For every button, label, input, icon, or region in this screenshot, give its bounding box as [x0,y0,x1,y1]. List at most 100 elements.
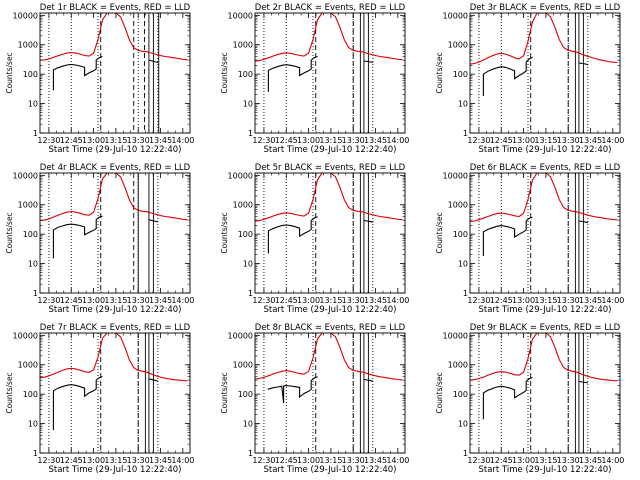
lld-series-line [255,173,403,222]
x-tick-label: 13:45 [579,296,602,305]
panel-title: Det 3r BLACK = Events, RED = LLD [470,3,621,13]
x-tick-label: 13:30 [342,296,365,305]
panel-title: Det 1r BLACK = Events, RED = LLD [40,3,191,13]
x-tick-label: 14:00 [171,296,194,305]
x-tick-label: 13:15 [534,296,557,305]
x-axis-label: Start Time (29-Jul-10 12:22:40) [479,465,612,475]
lld-series-line [470,13,618,65]
events-series-line [363,60,374,64]
x-tick-label: 13:00 [512,456,535,465]
panel-det-4: Det 4r BLACK = Events, RED = LLD 1 10 100 10… [5,163,194,315]
y-tick-label: 100 [23,230,38,239]
x-tick-label: 13:30 [557,136,580,145]
x-axis-label: Start Time (29-Jul-10 12:22:40) [49,305,182,315]
y-tick-label: 100 [23,390,38,399]
events-series-line [148,378,159,382]
events-series-line [482,56,533,97]
plot-frame [469,332,621,454]
y-tick-label: 10000 [228,171,253,180]
x-tick-label: 12:30 [252,296,275,305]
y-axis-label: Counts/sec [5,52,14,93]
plot-frame [254,332,406,454]
x-tick-label: 12:30 [37,456,60,465]
x-tick-label: 13:45 [364,296,387,305]
y-axis-label: Counts/sec [220,212,229,253]
y-tick-label: 100 [453,390,468,399]
y-tick-label: 1 [463,129,468,138]
panel-title: Det 9r BLACK = Events, RED = LLD [470,323,621,333]
panel-title: Det 2r BLACK = Events, RED = LLD [255,3,406,13]
x-tick-label: 12:30 [467,296,490,305]
plot-frame [254,12,406,134]
lld-series-line [255,13,403,62]
y-tick-label: 10 [243,260,253,269]
x-tick-label: 14:00 [601,456,624,465]
x-tick-label: 13:00 [297,456,320,465]
x-tick-label: 13:45 [149,136,172,145]
x-tick-label: 13:45 [149,296,172,305]
x-tick-label: 13:45 [579,456,602,465]
x-tick-label: 12:45 [490,456,513,465]
y-tick-label: 1 [248,449,253,458]
x-tick-label: 14:00 [171,456,194,465]
x-tick-label: 13:30 [342,136,365,145]
lld-series-line [255,333,403,381]
y-tick-label: 100 [238,70,253,79]
y-tick-label: 1000 [448,41,468,50]
y-tick-label: 10000 [443,171,468,180]
x-tick-label: 13:15 [104,136,127,145]
y-tick-label: 100 [453,70,468,79]
x-tick-label: 13:00 [512,136,535,145]
x-axis-label: Start Time (29-Jul-10 12:22:40) [264,465,397,475]
y-tick-label: 100 [238,390,253,399]
events-series-line [148,59,159,64]
x-tick-label: 12:45 [275,136,298,145]
y-tick-label: 1 [33,289,38,298]
y-axis-label: Counts/sec [435,212,444,253]
x-tick-label: 13:45 [364,456,387,465]
x-tick-label: 12:45 [60,296,83,305]
x-tick-label: 13:00 [82,296,105,305]
y-tick-label: 10 [28,100,38,109]
x-tick-label: 13:00 [512,296,535,305]
x-tick-label: 12:45 [275,296,298,305]
y-tick-label: 1000 [448,201,468,210]
y-tick-label: 10000 [443,11,468,20]
x-tick-label: 13:00 [297,136,320,145]
x-axis-label: Start Time (29-Jul-10 12:22:40) [479,305,612,315]
lld-series-line [40,333,188,382]
y-tick-label: 100 [238,230,253,239]
y-tick-label: 1 [248,289,253,298]
y-tick-label: 10 [243,100,253,109]
x-tick-label: 12:45 [490,296,513,305]
y-axis-label: Counts/sec [435,372,444,413]
y-tick-label: 100 [453,230,468,239]
x-tick-label: 13:00 [82,136,105,145]
events-series-line [52,215,103,259]
y-tick-label: 10 [458,100,468,109]
events-series-line [578,220,589,224]
plot-frame [469,172,621,294]
x-tick-label: 12:30 [252,456,275,465]
x-tick-label: 12:45 [490,136,513,145]
y-tick-label: 1000 [233,361,253,370]
panel-det-7: Det 7r BLACK = Events, RED = LLD 1 10 100 10… [5,323,194,475]
y-tick-label: 1 [33,129,38,138]
x-tick-label: 12:30 [467,456,490,465]
x-tick-label: 13:15 [534,136,557,145]
lld-series-line [40,173,188,222]
panel-title: Det 7r BLACK = Events, RED = LLD [40,323,191,333]
y-tick-label: 1000 [233,201,253,210]
y-tick-label: 10000 [443,331,468,340]
y-tick-label: 1000 [18,361,38,370]
panel-det-5: Det 5r BLACK = Events, RED = LLD 1 10 100 10… [220,163,409,315]
y-tick-label: 10 [28,420,38,429]
y-tick-label: 10 [28,260,38,269]
y-tick-label: 100 [23,70,38,79]
x-tick-label: 13:45 [579,136,602,145]
panel-title: Det 4r BLACK = Events, RED = LLD [40,163,191,173]
events-series-line [482,216,533,257]
x-tick-label: 13:45 [149,456,172,465]
x-tick-label: 14:00 [386,456,409,465]
